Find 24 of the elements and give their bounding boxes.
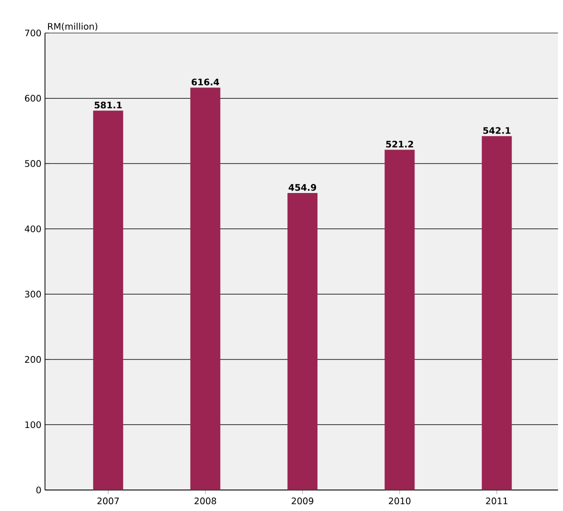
bar — [384, 150, 415, 490]
bar — [190, 88, 220, 490]
x-tick-label: 2011 — [486, 498, 508, 504]
data-label: 542.1 — [483, 127, 510, 134]
data-label: 454.9 — [288, 184, 316, 191]
y-tick-label: 100 — [25, 421, 41, 428]
y-tick-label: 300 — [25, 290, 41, 298]
y-tick-label: 700 — [25, 30, 41, 36]
data-label: 581.1 — [94, 102, 122, 108]
bar — [287, 193, 318, 490]
y-axis-title: RM(million) — [48, 22, 98, 31]
y-tick-label: 400 — [24, 225, 41, 232]
bar — [482, 136, 512, 490]
x-tick-label: 2008 — [194, 498, 216, 504]
y-tick-label: 0 — [36, 486, 41, 494]
y-tick-label: 200 — [25, 356, 41, 363]
data-label: 521.2 — [386, 140, 414, 148]
y-tick-label: 500 — [25, 160, 41, 167]
bar — [93, 110, 124, 490]
data-label: 616.4 — [192, 78, 220, 86]
x-tick-label: 2010 — [388, 498, 410, 504]
y-tick-label: 600 — [24, 94, 41, 102]
x-tick-label: 2009 — [292, 498, 314, 504]
x-tick-label: 2007 — [97, 498, 119, 504]
